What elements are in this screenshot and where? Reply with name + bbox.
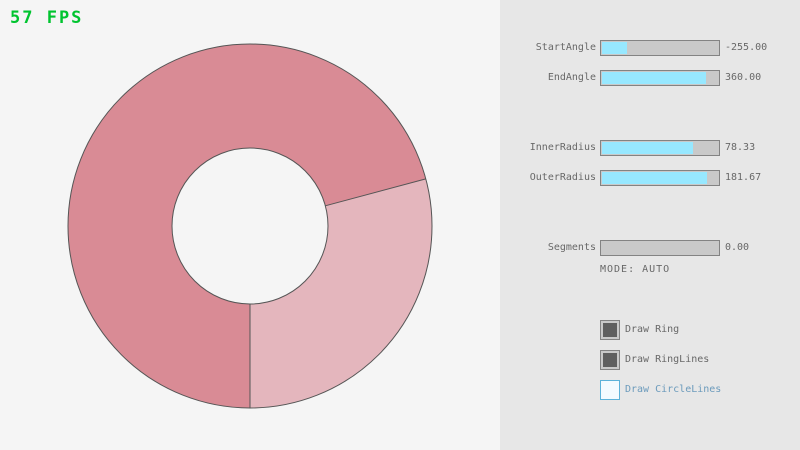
slider-fill	[602, 172, 708, 184]
check-fill-icon	[603, 323, 617, 337]
slider-fill	[602, 42, 628, 54]
slider-row-outer-radius: OuterRadius 181.67	[500, 170, 800, 186]
fps-counter: 57 FPS	[10, 8, 84, 28]
end-angle-value: 360.00	[725, 72, 762, 83]
ring-single-region	[250, 178, 433, 409]
checkbox-row-draw-circlelines: Draw CircleLines	[600, 380, 800, 400]
outer-radius-label: OuterRadius	[529, 172, 596, 183]
segments-label: Segments	[547, 242, 596, 253]
draw-ringlines-checkbox[interactable]	[600, 350, 620, 370]
checkbox-row-draw-ringlines: Draw RingLines	[600, 350, 800, 370]
slider-fill	[602, 142, 693, 154]
check-fill-icon	[603, 353, 617, 367]
outer-radius-value: 181.67	[725, 172, 762, 183]
controls-panel: StartAngle -255.00 EndAngle 360.00 Inner…	[500, 0, 800, 450]
draw-ring-label: Draw Ring	[625, 324, 680, 335]
draw-ringlines-label: Draw RingLines	[625, 354, 710, 365]
inner-radius-slider[interactable]	[600, 140, 720, 156]
start-angle-value: -255.00	[725, 42, 768, 53]
segments-mode-label: MODE: AUTO	[600, 264, 671, 275]
end-angle-label: EndAngle	[547, 72, 596, 83]
ring-start-angle-line	[325, 178, 426, 207]
slider-row-start-angle: StartAngle -255.00	[500, 40, 800, 56]
ring-inner-hole	[172, 148, 328, 304]
ring-canvas	[67, 43, 433, 409]
inner-radius-label: InnerRadius	[529, 142, 596, 153]
slider-row-end-angle: EndAngle 360.00	[500, 70, 800, 86]
draw-circlelines-label: Draw CircleLines	[625, 384, 722, 395]
end-angle-slider[interactable]	[600, 70, 720, 86]
slider-row-segments: Segments 0.00	[500, 240, 800, 256]
slider-fill	[602, 72, 707, 84]
segments-slider[interactable]	[600, 240, 720, 256]
slider-row-inner-radius: InnerRadius 78.33	[500, 140, 800, 156]
start-angle-label: StartAngle	[535, 42, 596, 53]
checkbox-row-draw-ring: Draw Ring	[600, 320, 800, 340]
outer-radius-slider[interactable]	[600, 170, 720, 186]
segments-value: 0.00	[725, 242, 750, 253]
draw-ring-checkbox[interactable]	[600, 320, 620, 340]
start-angle-slider[interactable]	[600, 40, 720, 56]
draw-circlelines-checkbox[interactable]	[600, 380, 620, 400]
inner-radius-value: 78.33	[725, 142, 756, 153]
